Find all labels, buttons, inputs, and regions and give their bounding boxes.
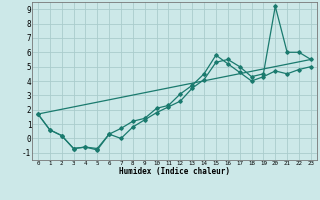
X-axis label: Humidex (Indice chaleur): Humidex (Indice chaleur) (119, 167, 230, 176)
